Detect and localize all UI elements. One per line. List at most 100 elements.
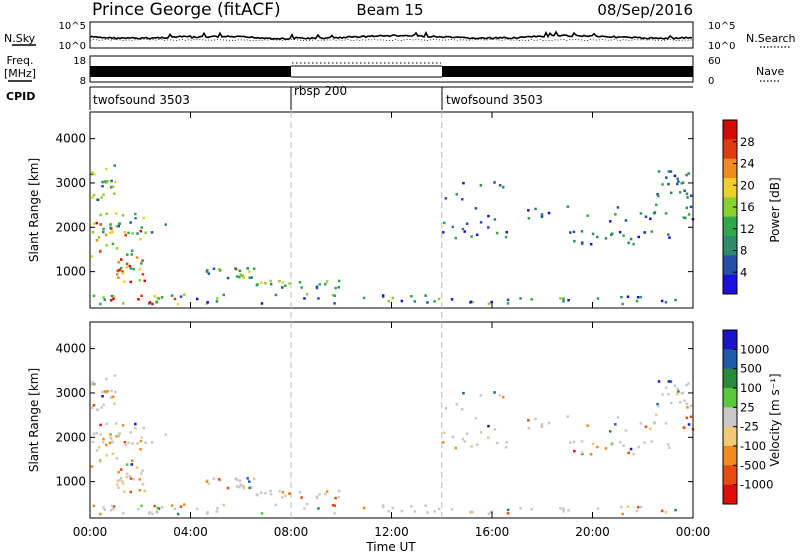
power-cell — [333, 302, 336, 305]
velocity-cell — [111, 452, 115, 456]
velocity-cell — [362, 506, 366, 510]
velocity-cell — [626, 505, 630, 508]
power-cell — [317, 297, 320, 300]
velocity-cell — [142, 426, 145, 430]
colorbar-swatch — [723, 216, 737, 237]
velocity-cell — [116, 483, 119, 486]
velocity-cell — [150, 441, 154, 444]
power-cell — [618, 230, 622, 234]
power-cell — [506, 302, 510, 305]
power-cell — [433, 300, 436, 303]
velocity-cell — [139, 448, 142, 451]
power-cell — [102, 193, 105, 196]
power-cell — [652, 212, 656, 215]
power-cell — [93, 172, 96, 176]
velocity-cell — [206, 511, 209, 514]
power-cell — [331, 293, 335, 297]
velocity-cell — [132, 477, 135, 481]
power-cell — [118, 222, 121, 225]
velocity-cell — [315, 496, 319, 500]
power-colorbar-label: Power [dB] — [768, 177, 782, 242]
velocity-cell — [105, 454, 108, 457]
velocity-cell — [620, 505, 623, 509]
power-cell — [479, 221, 483, 224]
velocity-cell — [664, 422, 668, 425]
velocity-cell — [260, 512, 264, 515]
velocity-cell — [444, 407, 448, 410]
velocity-cell — [337, 496, 340, 499]
power-cell — [444, 197, 448, 200]
power-cell — [160, 296, 164, 299]
power-cell — [91, 196, 94, 199]
velocity-cell — [387, 509, 390, 513]
velocity-cell — [622, 444, 625, 447]
power-cell — [206, 301, 209, 304]
power-cell — [437, 297, 441, 301]
power-cell — [136, 232, 139, 235]
power-cell — [216, 297, 219, 300]
power-cell — [95, 239, 99, 242]
y-tick-label: 2000 — [55, 430, 86, 444]
power-cell — [622, 234, 625, 237]
power-cell — [487, 302, 491, 305]
velocity-cell — [673, 384, 677, 388]
velocity-cell — [281, 496, 284, 499]
power-cell — [125, 262, 129, 266]
power-cell — [207, 272, 211, 275]
power-cell — [114, 180, 117, 184]
velocity-cell — [629, 447, 633, 451]
power-cell — [656, 193, 659, 196]
frequency-panel: Freq. [MHz] 18 8 60 0 Nave — [4, 54, 785, 87]
power-cell — [102, 227, 105, 231]
velocity-cell — [410, 505, 413, 508]
velocity-cell — [426, 511, 429, 514]
freq-right-tick-bottom: 0 — [708, 76, 714, 87]
velocity-cell — [138, 489, 141, 492]
power-cell — [260, 281, 263, 284]
noise-panel-frame — [89, 21, 694, 49]
velocity-cell — [451, 435, 454, 439]
velocity-cell — [495, 441, 499, 445]
velocity-cell — [562, 510, 565, 513]
power-cell — [454, 236, 457, 240]
noise-left-tick-top: 10^5 — [59, 21, 86, 32]
power-cell — [281, 286, 284, 289]
power-cell — [674, 298, 677, 302]
power-cell — [685, 206, 689, 210]
colorbar-tick-label: 25 — [740, 400, 755, 414]
velocity-cell — [644, 425, 648, 428]
velocity-cell — [207, 482, 211, 485]
power-cell — [217, 268, 221, 271]
velocity-cell — [667, 443, 670, 446]
velocity-cell — [109, 509, 113, 512]
power-cell — [278, 280, 281, 283]
x-tick-label: 00:00 — [676, 525, 711, 539]
power-cell — [173, 297, 177, 301]
colorbar-tick-label: 4 — [740, 265, 747, 279]
velocity-cell — [118, 432, 121, 435]
velocity-cell — [664, 511, 668, 514]
colorbar-swatch — [723, 236, 737, 256]
power-cell — [92, 294, 96, 298]
velocity-cell — [530, 508, 533, 511]
colorbar-swatch — [723, 349, 737, 370]
velocity-cell — [196, 507, 199, 511]
velocity-cell — [573, 449, 576, 453]
velocity-cell — [101, 395, 104, 398]
velocity-cell — [505, 441, 508, 444]
velocity-cell — [678, 401, 682, 404]
power-cell — [450, 298, 454, 301]
velocity-cell — [461, 408, 464, 411]
power-cell — [498, 184, 502, 187]
velocity-cell — [127, 441, 130, 445]
power-cell — [99, 302, 102, 306]
y-tick-label: 1000 — [55, 265, 86, 279]
power-cell — [113, 164, 116, 167]
velocity-cell — [121, 480, 124, 483]
velocity-cell — [144, 441, 147, 444]
power-cell — [381, 294, 385, 297]
velocity-data-layer — [90, 374, 695, 516]
velocity-cell — [303, 507, 306, 510]
power-cell — [248, 270, 251, 273]
velocity-cell — [95, 449, 99, 452]
